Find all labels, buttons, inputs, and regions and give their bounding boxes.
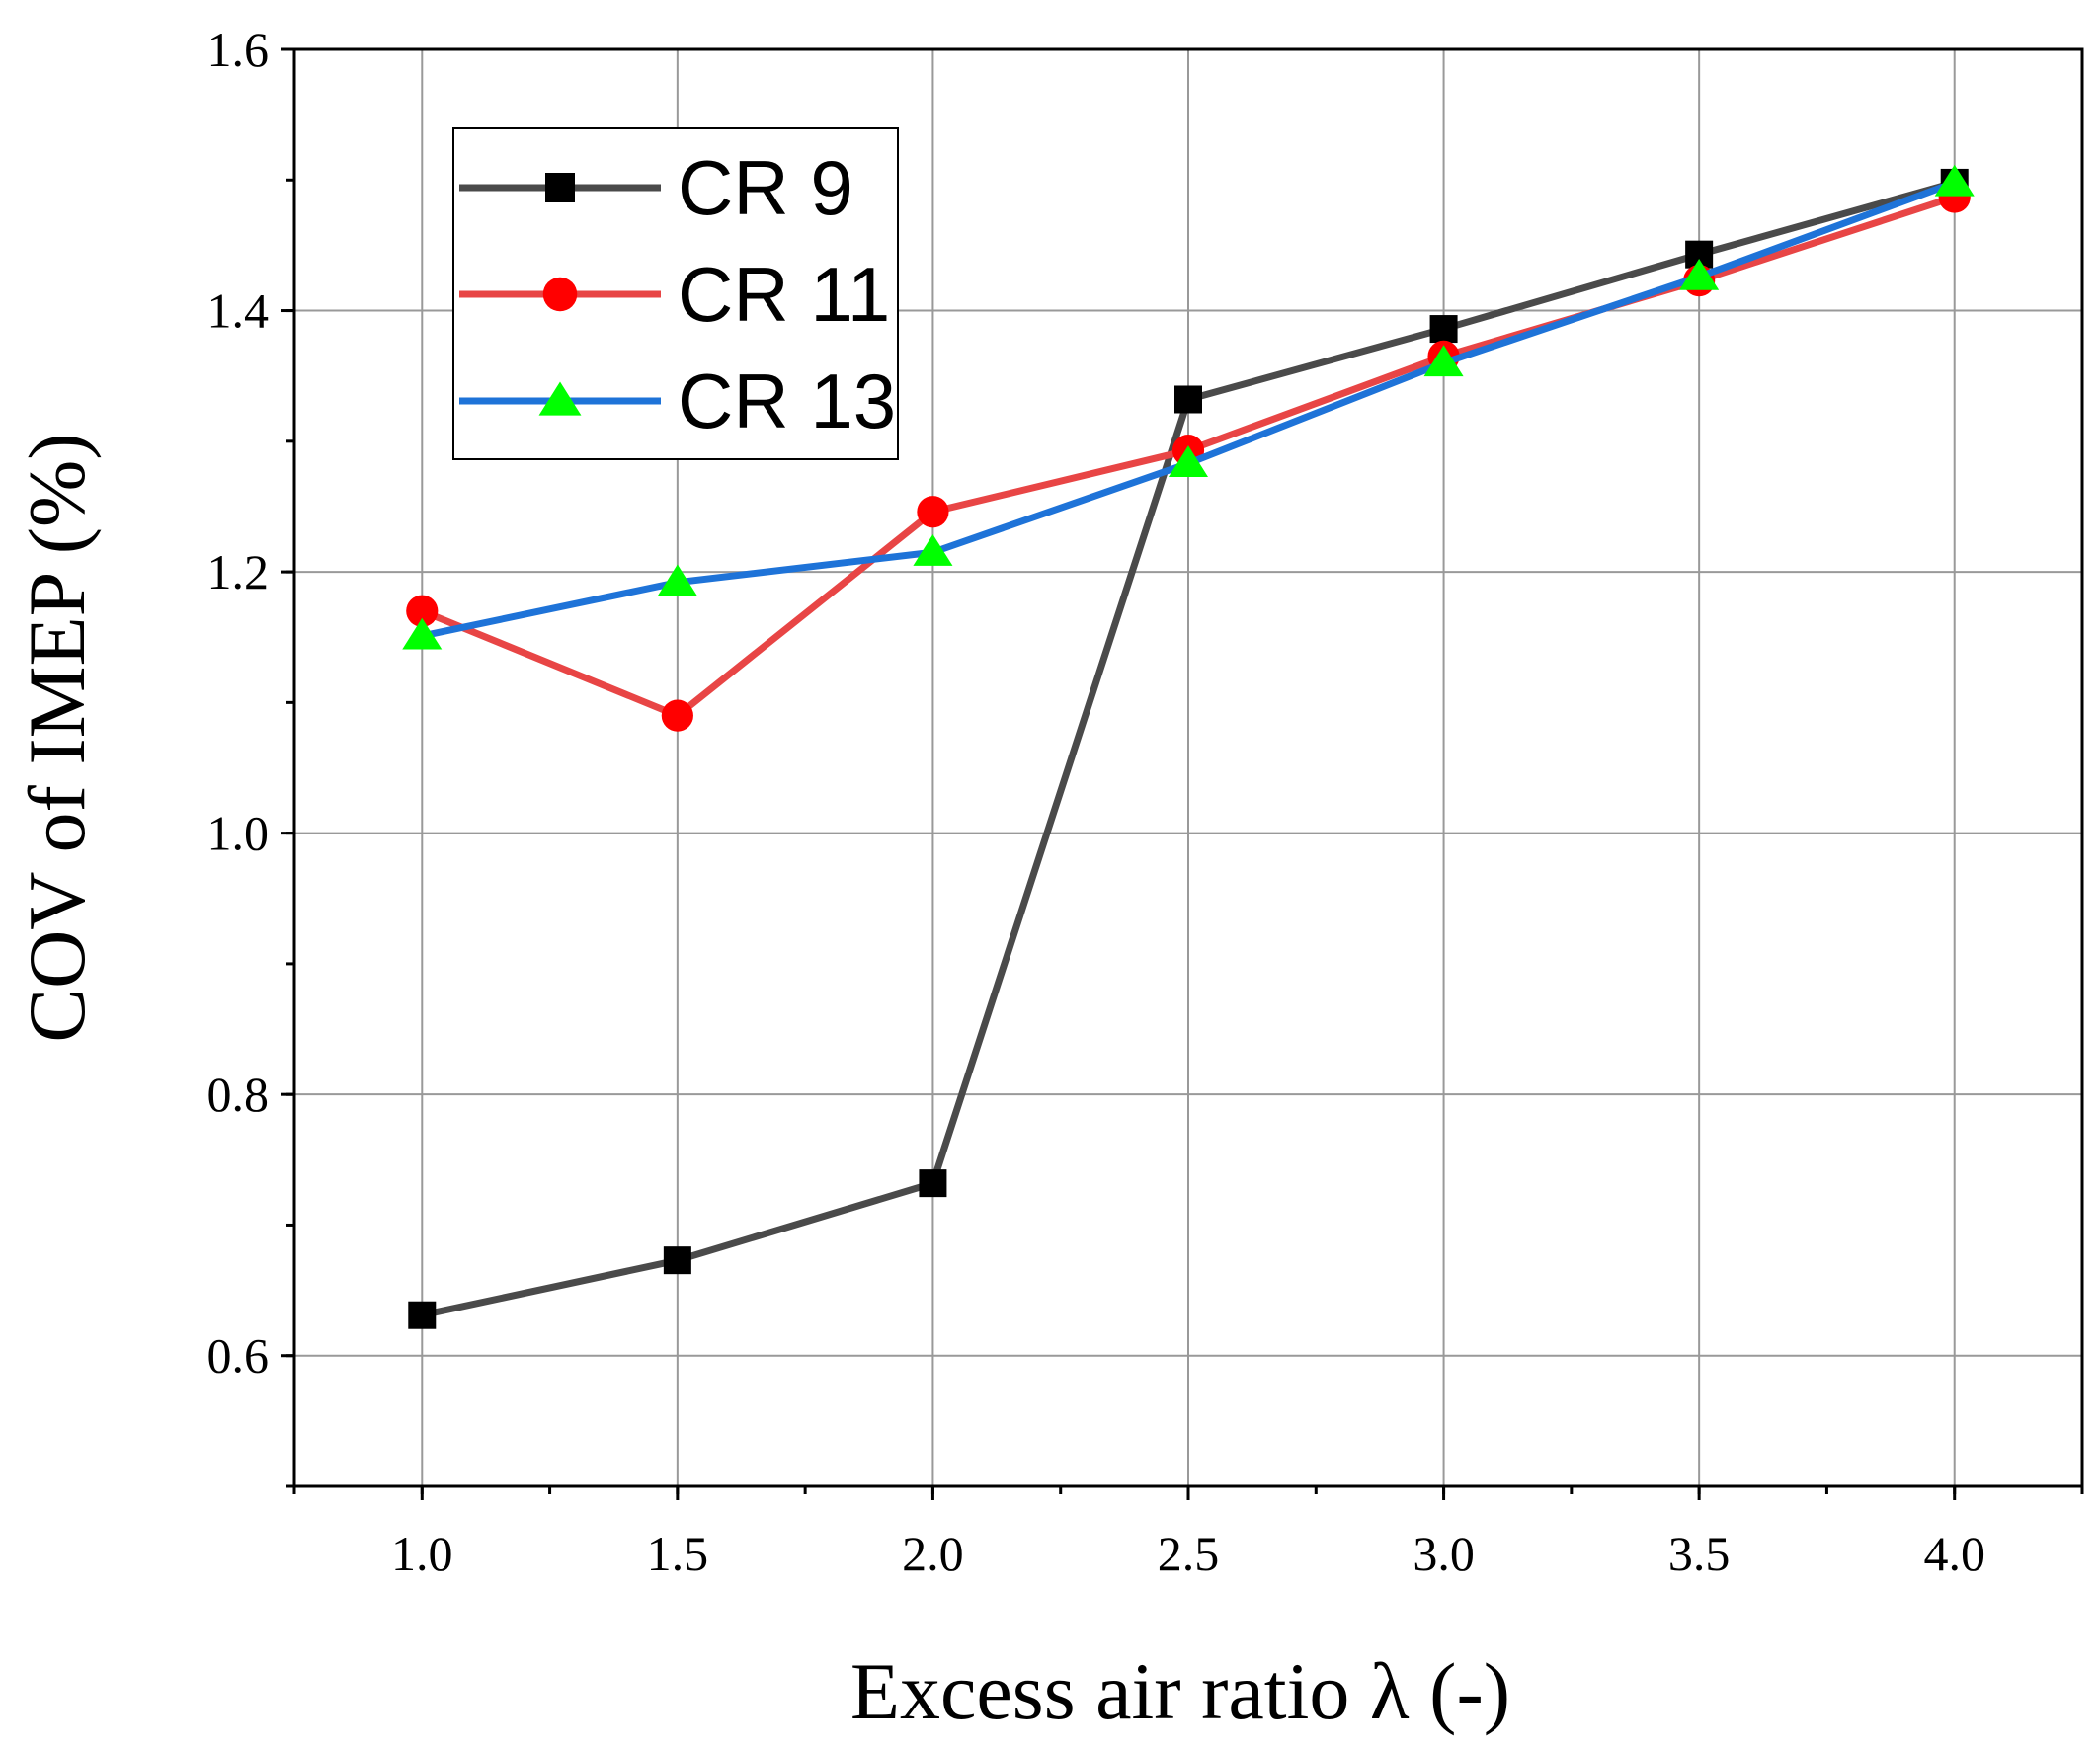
- legend-entry: CR 11: [459, 251, 890, 338]
- y-tick-label: 0.6: [207, 1328, 270, 1384]
- data-point: [1168, 445, 1209, 477]
- data-point: [402, 617, 443, 650]
- y-tick-label: 1.4: [207, 283, 270, 339]
- legend-marker: [542, 277, 578, 312]
- plot-frame: [292, 47, 2084, 1488]
- data-point: [917, 496, 949, 528]
- data-point: [657, 564, 697, 596]
- legend-entry: CR 9: [459, 144, 853, 231]
- data-point: [1429, 315, 1458, 344]
- data-point: [408, 1301, 437, 1329]
- x-tick-label: 3.0: [1413, 1526, 1475, 1581]
- legend-label: CR 9: [678, 144, 853, 231]
- series-cr-9: [408, 168, 1969, 1329]
- legend-label: CR 13: [678, 358, 896, 444]
- x-tick-label: 3.5: [1668, 1526, 1731, 1581]
- x-axis-title: Excess air ratio λ (-): [850, 1646, 1510, 1736]
- legend-entry: CR 13: [459, 358, 896, 444]
- data-point: [919, 1169, 947, 1198]
- data-point: [1423, 345, 1464, 377]
- y-tick-label: 1.0: [207, 806, 270, 861]
- y-tick-label: 1.2: [207, 544, 270, 599]
- axes: 1.0 1.5 2.0 2.5 3.0 3.5 4.0 0.6 0.8 1.0 1.2 1.4 1.6: [207, 22, 2084, 1581]
- x-tick-label: 1.0: [391, 1526, 453, 1581]
- x-tick-label: 4.0: [1923, 1526, 1985, 1581]
- series-group: [402, 164, 1975, 1329]
- legend: CR 9 CR 11 CR 13: [452, 127, 899, 460]
- data-point: [663, 1246, 691, 1275]
- data-point: [406, 595, 439, 627]
- y-axis-title: COV of IMEP (%): [12, 433, 102, 1042]
- series-cr-13: [402, 164, 1975, 650]
- legend-marker: [545, 173, 575, 202]
- y-tick-label: 0.8: [207, 1067, 270, 1122]
- data-point: [913, 534, 953, 566]
- legend-label: CR 11: [678, 251, 890, 338]
- data-point: [1679, 258, 1720, 290]
- x-tick-label: 2.5: [1158, 1526, 1220, 1581]
- x-tick-label: 2.0: [902, 1526, 964, 1581]
- data-point: [1174, 385, 1202, 414]
- y-tick-label: 1.6: [207, 22, 270, 77]
- data-point: [661, 699, 693, 732]
- x-tick-label: 1.5: [647, 1526, 709, 1581]
- legend-marker: [538, 381, 582, 416]
- data-point: [1934, 164, 1975, 197]
